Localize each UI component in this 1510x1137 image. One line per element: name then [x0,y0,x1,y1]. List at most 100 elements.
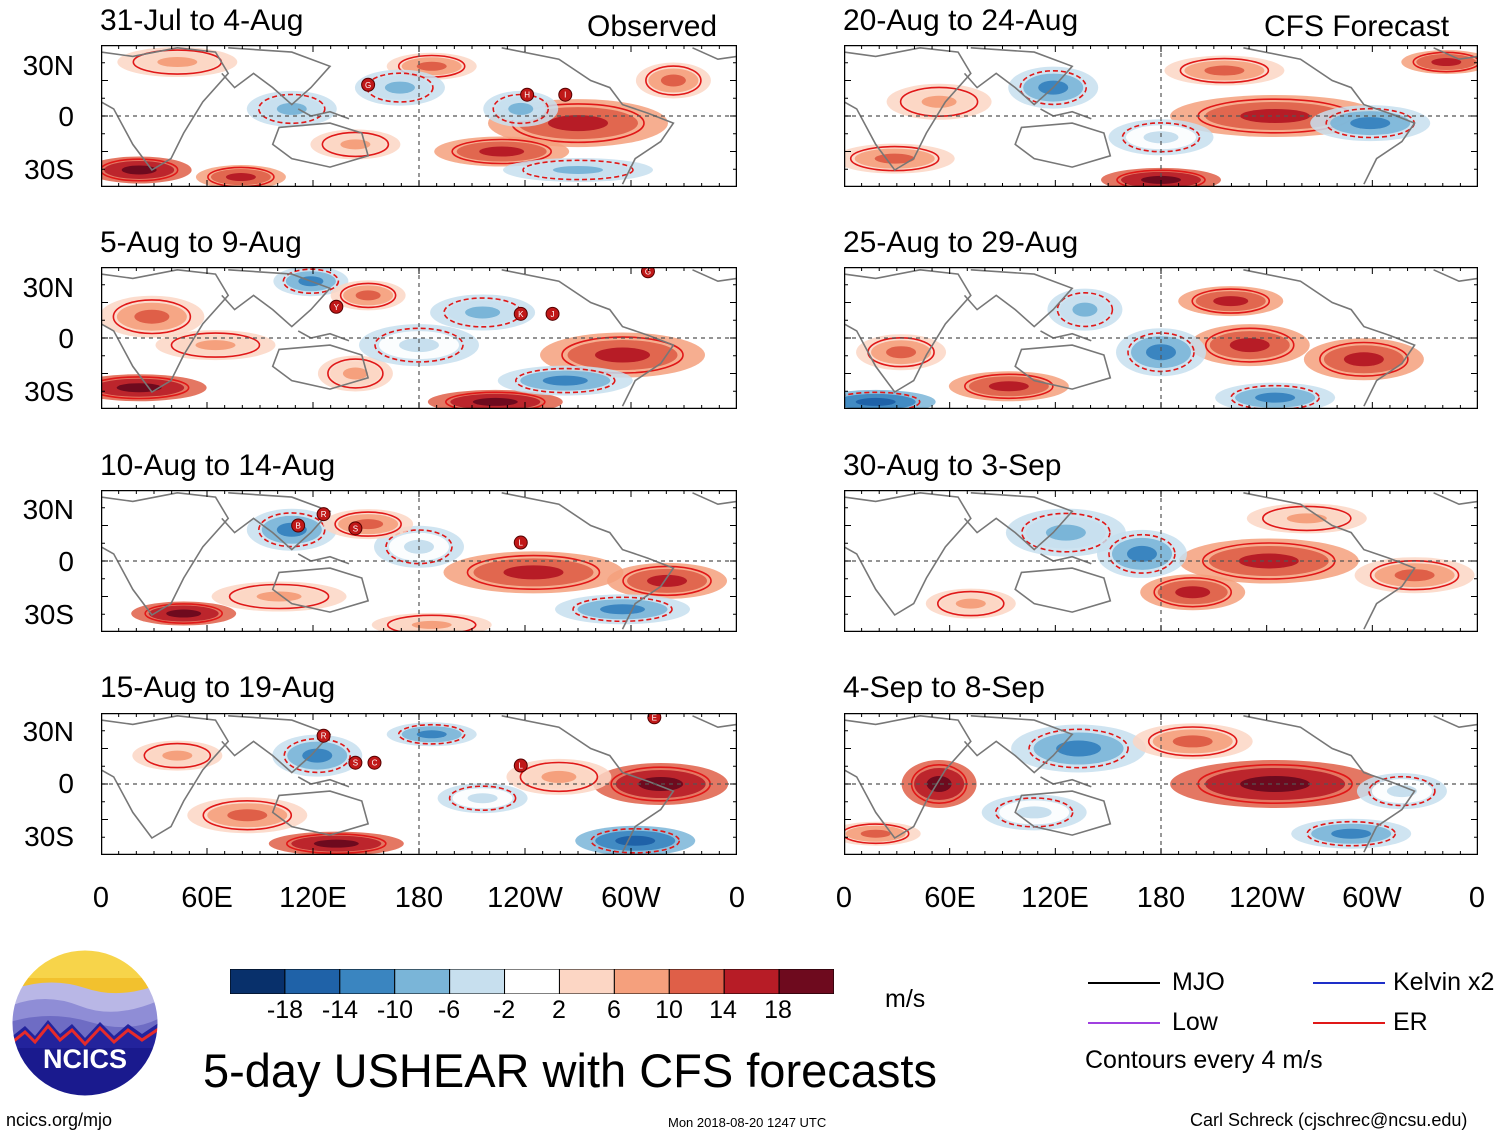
er-contour [1028,728,1129,769]
er-contour [572,596,673,623]
lat-label-30s: 30S [24,376,74,407]
shear-anomaly-core [166,609,202,618]
shear-anomaly-core [1343,352,1384,367]
shear-anomaly-core [1255,392,1296,403]
units-label: m/s [885,985,926,1013]
lat-label-eq: 0 [58,323,74,354]
shear-anomaly-core [542,375,588,386]
lon-label-120w: 120W [1229,882,1305,914]
shear-anomaly-core [276,102,307,115]
shear-anomaly-core [1431,58,1462,67]
colorbar-swatch [504,969,560,994]
coastline [692,492,737,506]
lat-label-30s: 30S [24,154,74,185]
coastline [963,269,1074,328]
storm-marker: B [291,518,306,533]
map-panel-4: R S C L E [101,713,737,855]
storm-marker: E [647,713,662,725]
shear-anomaly-core [1204,65,1245,76]
er-contour [366,72,434,103]
storm-marker: C [367,755,382,770]
colorbar-label: -6 [437,996,461,1024]
er-contour [844,823,910,845]
colorbar-swatch [339,969,396,994]
storm-letter: H [524,91,530,100]
storm-icon [640,267,655,279]
shear-anomaly-core [340,139,371,150]
lat-label-30s: 30S [24,821,74,852]
colorbar-swatch [558,969,615,994]
shear-anomaly-core [615,835,656,846]
map-panel-7 [844,490,1478,632]
storm-icon [513,758,528,773]
coastline [1243,715,1416,853]
map-panel-6 [844,267,1478,409]
legend-mjo-label: MJO [1172,968,1225,996]
panel-title-4: 15-Aug to 19-Aug [100,671,336,704]
storm-icon [348,521,363,536]
coastline [221,269,332,328]
shear-anomaly-core [647,574,688,587]
coastline [221,492,332,551]
shear-anomaly-core [399,338,439,353]
panel-title-6: 25-Aug to 29-Aug [843,226,1079,259]
coastline [271,567,370,613]
coastline [1433,269,1478,283]
coastline [1433,47,1478,61]
er-contour [1262,505,1352,532]
er-contour [1230,384,1320,409]
storm-icon [520,87,535,102]
panel-title-2: 5-Aug to 9-Aug [100,226,302,259]
er-contour [386,614,477,632]
shear-anomaly-core [638,777,684,791]
storm-icon [316,507,331,522]
er-contour [334,511,402,537]
storm-marker: J [545,306,560,321]
coastline [271,122,370,168]
lat-label-30s: 30S [24,599,74,630]
er-contour [1147,726,1238,757]
shear-anomaly-core [416,61,447,71]
shear-anomaly-core [595,347,651,363]
coastline [271,790,370,836]
coastline [1014,122,1112,168]
er-contour [258,93,326,125]
lon-label-60w: 60W [601,882,661,914]
er-contour [101,158,179,182]
lat-label-30n: 30N [22,494,74,525]
shear-anomaly-core [302,748,333,763]
contour-note: Contours every 4 m/s [1085,1046,1323,1074]
shear-anomaly-core [157,57,198,68]
shear-anomaly-core [1350,117,1391,130]
er-contour [514,367,616,394]
colorbar-label: 14 [709,996,737,1024]
storm-icon [348,755,363,770]
storm-letter: G [645,267,651,276]
lon-label-0: 0 [92,882,110,914]
lon-label-0: 0 [835,882,853,914]
storm-letter: R [321,510,327,519]
footer-author[interactable]: Carl Schreck (cjschrec@ncsu.edu) [1190,1110,1468,1130]
ncics-logo: NCICS [11,949,159,1097]
storm-marker: L [513,758,528,773]
observed-header: Observed [587,10,718,43]
shear-anomaly-core [503,565,564,580]
logo-text: NCICS [43,1044,127,1074]
panel-title-8: 4-Sep to 8-Sep [843,671,1045,704]
footer-url[interactable]: ncics.org/mjo [6,1110,113,1130]
colorbar-label: 2 [552,996,566,1024]
storm-letter: B [295,522,300,531]
er-contour [448,785,517,811]
colorbar-swatch [449,969,506,994]
er-contour [143,742,212,769]
storm-icon [291,518,306,533]
storm-icon [316,728,331,743]
coastline [1243,47,1416,185]
er-contour [144,603,223,624]
shear-anomaly-core [541,770,577,783]
er-contour [258,512,326,548]
map-panel-2: Y K J G [101,267,737,409]
storm-icon [513,306,528,321]
storm-letter: I [564,91,566,100]
storm-marker: S [348,755,363,770]
